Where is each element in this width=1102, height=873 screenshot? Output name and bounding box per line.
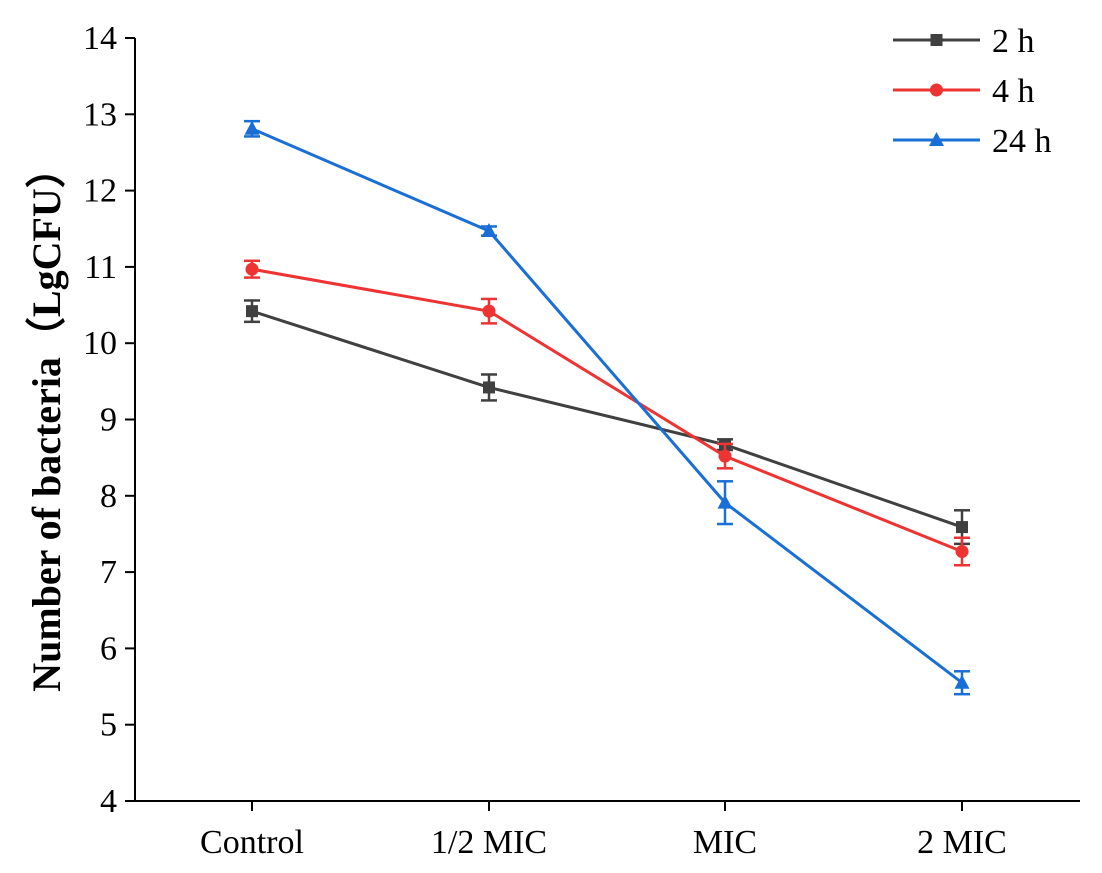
y-tick-label: 12 — [83, 173, 117, 210]
series-line — [251, 267, 963, 553]
y-tick-label: 7 — [100, 554, 117, 591]
legend-item: 24 h — [893, 123, 1052, 160]
x-tick-label: Control — [200, 824, 304, 861]
series-line — [251, 309, 963, 529]
legend: 2 h 4 h 24 h — [893, 23, 1052, 160]
x-tick-label: 1/2 MIC — [431, 824, 547, 861]
legend-marker — [930, 83, 943, 97]
y-tick-label: 14 — [83, 20, 117, 57]
data-point — [483, 381, 495, 394]
data-point — [954, 674, 970, 689]
data-point — [244, 120, 260, 135]
y-tick-label: 11 — [84, 249, 117, 286]
legend-label: 2 h — [992, 23, 1035, 60]
data-point — [481, 223, 497, 238]
series-4h — [244, 259, 970, 567]
data-point — [245, 262, 259, 276]
y-tick-label: 10 — [83, 325, 117, 362]
data-point — [717, 494, 733, 509]
data-point — [482, 304, 496, 318]
legend-item: 4 h — [893, 73, 1035, 110]
y-axis-label: Number of bacteria（LgCFU） — [24, 148, 69, 692]
y-tick-label: 13 — [83, 96, 117, 133]
y-tick-label: 4 — [100, 783, 117, 820]
data-point — [955, 544, 969, 558]
series-2h — [244, 299, 970, 546]
data-point — [246, 305, 258, 318]
data-point — [718, 449, 732, 463]
y-tick-label: 8 — [100, 478, 117, 515]
legend-marker — [929, 132, 944, 146]
data-point — [956, 521, 968, 534]
x-tick-label: 2 MIC — [917, 824, 1007, 861]
axes: 4 5 6 7 8 9 10 11 12 13 14 Control 1/2 MIC MIC 2 MIC — [83, 20, 1080, 861]
legend-marker — [930, 34, 943, 46]
y-tick-label: 5 — [100, 707, 117, 744]
legend-label: 24 h — [992, 123, 1052, 160]
x-tick-label: MIC — [693, 824, 757, 861]
series-24h — [244, 119, 970, 696]
y-tick-label: 6 — [100, 630, 117, 667]
legend-label: 4 h — [992, 73, 1035, 110]
y-tick-label: 9 — [100, 402, 117, 439]
series-line — [251, 127, 963, 684]
legend-item: 2 h — [893, 23, 1035, 60]
series-layer — [244, 119, 970, 696]
